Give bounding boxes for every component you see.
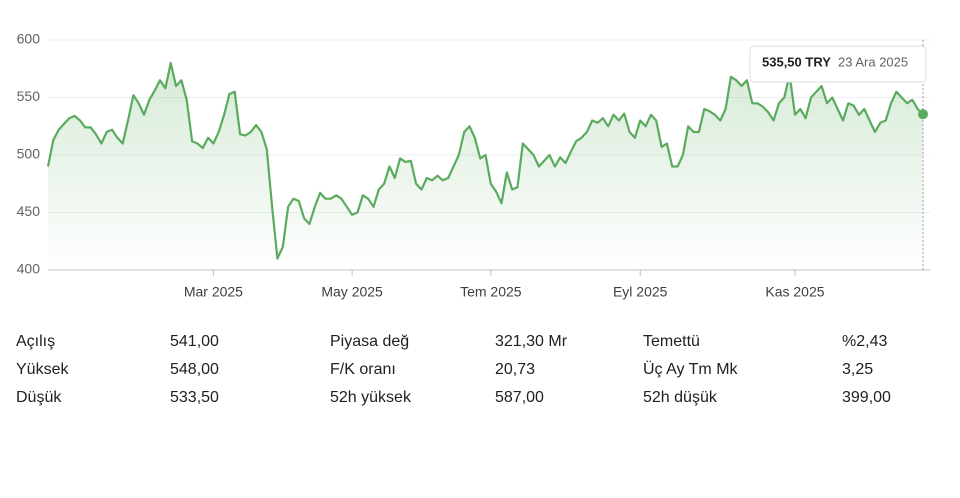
y-tick-label: 500: [17, 146, 41, 162]
stat-label: F/K oranı: [330, 361, 396, 378]
y-tick-label: 400: [17, 261, 41, 277]
stat-label: Açılış: [16, 333, 55, 350]
tooltip: 535,50 TRY 23 Ara 2025: [749, 45, 927, 83]
stat-value: 3,25: [842, 361, 873, 378]
stat-value: 587,00: [495, 389, 544, 406]
stat-value: 20,73: [495, 361, 535, 378]
price-line: [46, 61, 924, 260]
tooltip-value: 535,50 TRY: [762, 54, 831, 69]
stat-label: Yüksek: [16, 361, 69, 378]
stat-value: 548,00: [170, 361, 219, 378]
x-tick-label: Kas 2025: [765, 284, 824, 300]
stat-value: 541,00: [170, 333, 219, 350]
stat-value: 533,50: [170, 389, 219, 406]
stat-label: Temettü: [643, 333, 700, 350]
stat-label: Düşük: [16, 389, 62, 406]
x-tick-label: May 2025: [321, 284, 383, 300]
stat-label: Üç Ay Tm Mk: [643, 360, 739, 378]
y-tick-label: 600: [17, 31, 41, 47]
stat-label: 52h düşük: [643, 389, 718, 406]
last-point: [918, 109, 928, 120]
y-tick-label: 550: [17, 88, 41, 104]
tooltip-box: [749, 45, 927, 83]
stat-label: Piyasa değ: [330, 333, 409, 350]
y-tick-label: 450: [17, 203, 41, 219]
stat-value: %2,43: [842, 333, 887, 350]
tooltip-date: 23 Ara 2025: [838, 54, 908, 69]
area: [48, 63, 923, 270]
stat-value: 321,30 Mr: [495, 333, 568, 350]
x-tick-label: Tem 2025: [460, 284, 522, 300]
stat-label: 52h yüksek: [330, 389, 412, 406]
stat-value: 399,00: [842, 389, 891, 406]
x-tick-label: Mar 2025: [184, 284, 243, 300]
x-tick-label: Eyl 2025: [613, 284, 668, 300]
